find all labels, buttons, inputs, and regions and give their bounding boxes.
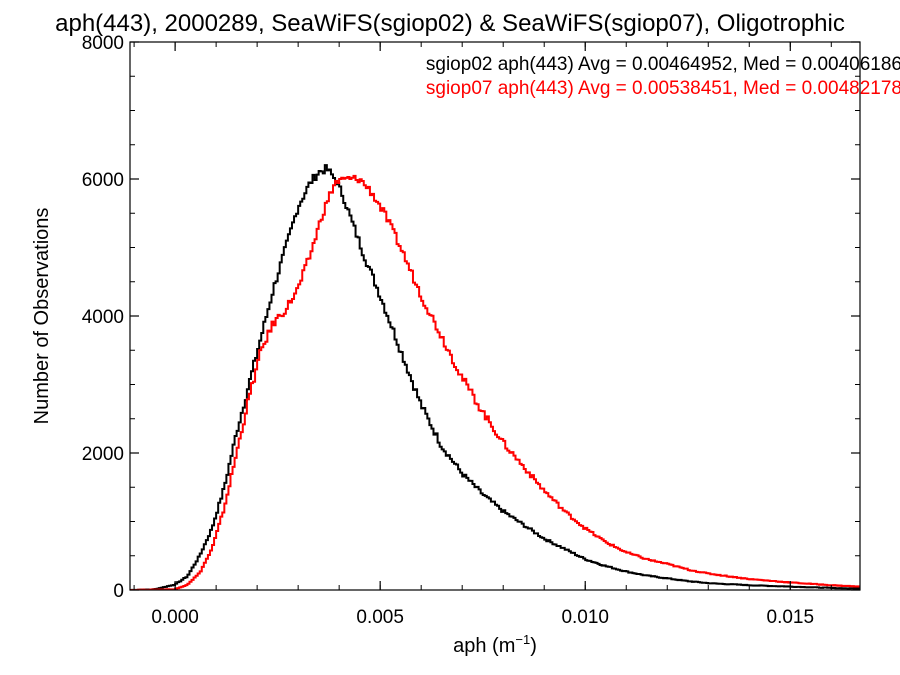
y-tick-label: 0 (113, 581, 124, 602)
x-tick-label: 0.005 (356, 607, 404, 628)
y-axis-label: Number of Observations (31, 208, 53, 425)
plot-frame (129, 41, 861, 591)
y-tick-label: 2000 (82, 444, 124, 465)
x-tick-label: 0.010 (561, 607, 609, 628)
axis-ticks: 0.000 0.005 0.010 0.015 0 2000 4000 6000 8000 (82, 33, 860, 628)
x-axis-label-exponent: −1 (515, 632, 530, 647)
legend-entry-2: sgiop07 aph(443) Avg = 0.00538451, Med =… (426, 78, 900, 99)
x-tick-label: 0.015 (767, 607, 815, 628)
y-tick-label: 4000 (82, 307, 124, 328)
y-tick-label: 8000 (82, 33, 124, 54)
series-1-line (130, 164, 860, 590)
x-axis-label: aph (m−1) (453, 632, 537, 657)
y-tick-label: 6000 (82, 170, 124, 191)
x-axis-label-close: ) (530, 635, 537, 657)
legend: sgiop02 aph(443) Avg = 0.00464952, Med =… (426, 54, 900, 99)
x-tick-label: 0.000 (151, 607, 199, 628)
series-2-line (130, 174, 860, 590)
legend-entry-1: sgiop02 aph(443) Avg = 0.00464952, Med =… (426, 54, 900, 75)
chart-title: aph(443), 2000289, SeaWiFS(sgiop02) & Se… (55, 10, 845, 37)
x-axis-label-main: aph (m (453, 635, 515, 657)
